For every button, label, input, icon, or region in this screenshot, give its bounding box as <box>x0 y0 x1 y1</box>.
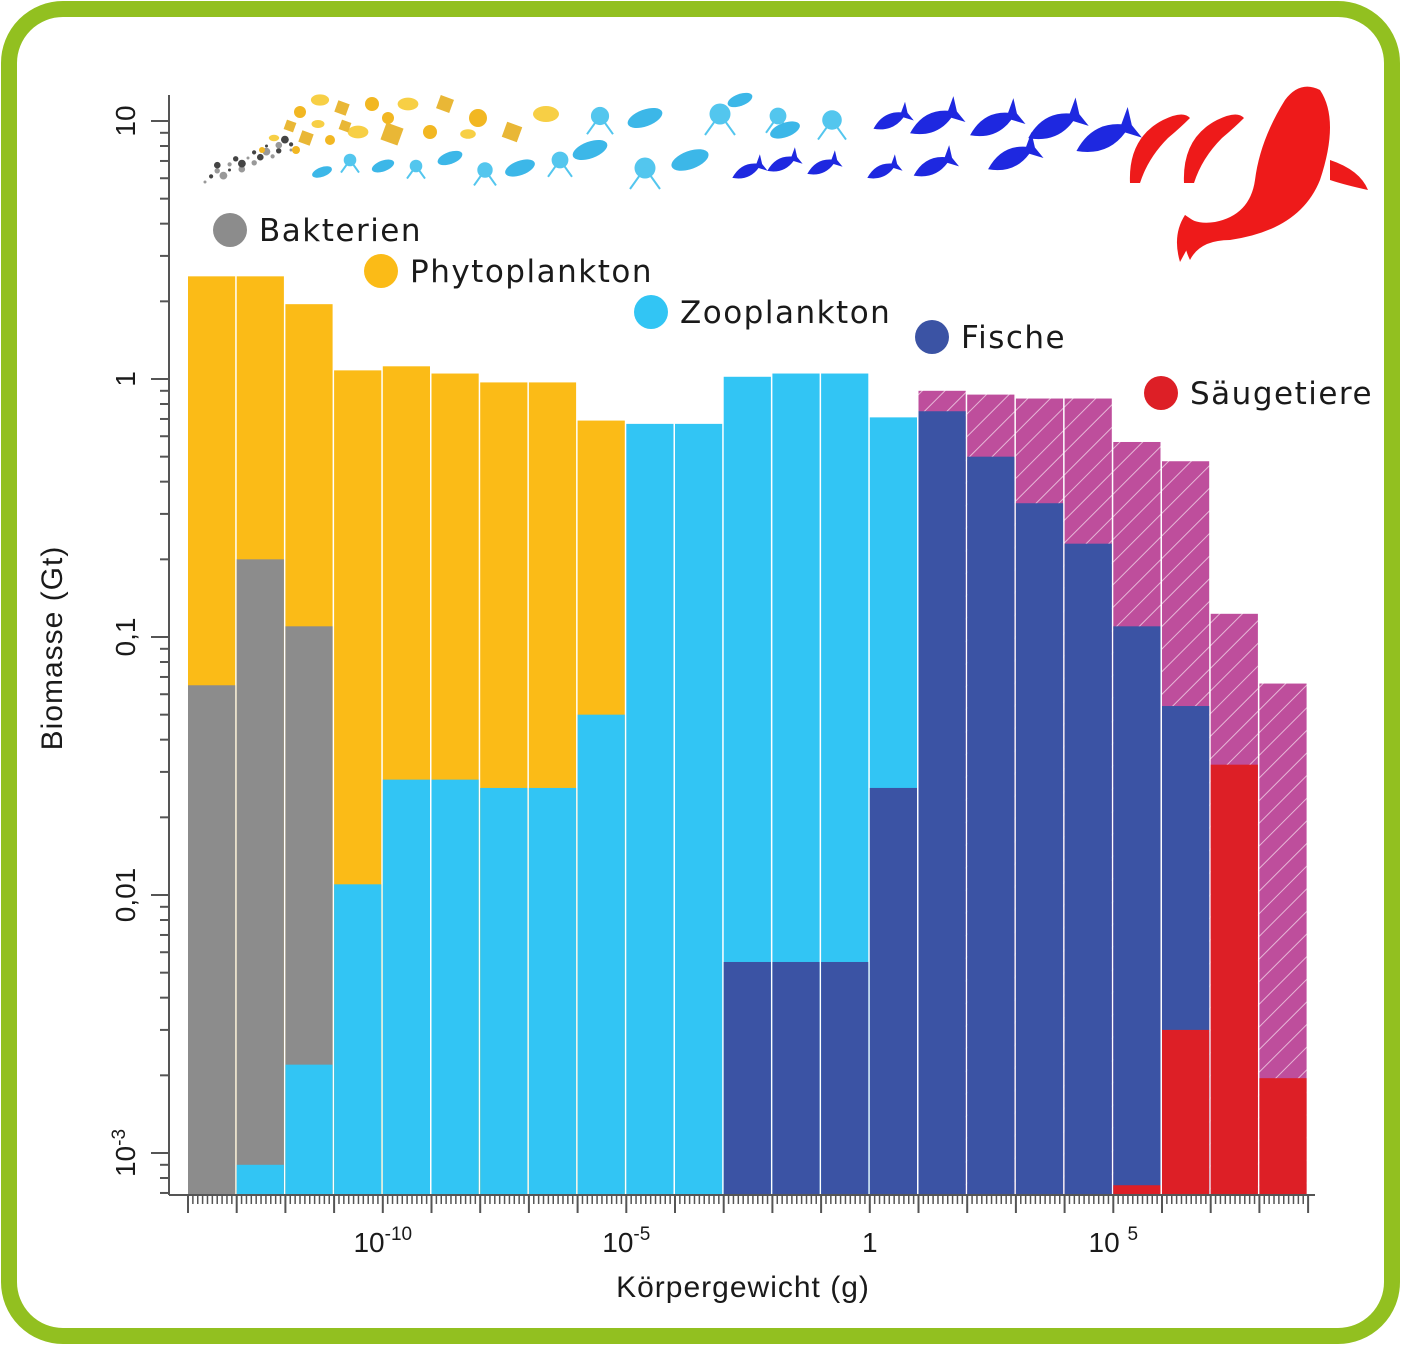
legend-item: Fische <box>915 320 1066 356</box>
histogram-bin <box>528 382 577 1195</box>
axes-layer: 10 1 0,1 0,01 10-3 10-10 10-5 1 10 5 <box>109 95 1315 1258</box>
histogram-bin <box>1113 441 1161 1196</box>
histogram-bin <box>480 382 528 1195</box>
mammals-segment <box>1259 1078 1307 1195</box>
y-tick-label: 10 <box>110 105 141 136</box>
phytoplankton-icons <box>259 94 559 154</box>
zooplankton-segment <box>236 1164 284 1195</box>
histogram-bin <box>1162 461 1210 1195</box>
fish-segment <box>772 961 820 1195</box>
histogram-bin <box>285 304 333 1195</box>
histogram-bin <box>236 276 284 1195</box>
mammals-segment <box>1162 1029 1210 1195</box>
histogram-bin <box>821 373 869 1195</box>
histogram-bin <box>1259 683 1307 1195</box>
fish-segment <box>1113 626 1161 1195</box>
histogram-bin <box>869 417 917 1195</box>
fish-segment <box>1064 543 1112 1195</box>
zooplankton-segment <box>285 1064 333 1195</box>
fish-segment <box>821 961 869 1195</box>
bars-layer <box>188 276 1307 1196</box>
zooplankton-segment <box>528 787 577 1195</box>
mammals-segment <box>1113 1185 1161 1195</box>
bacteria-icons <box>203 135 294 184</box>
fish-segment <box>723 961 771 1195</box>
x-tick-label: 10-5 <box>602 1224 650 1258</box>
x-tick-label: 10-10 <box>353 1224 412 1258</box>
histogram-bin <box>967 394 1015 1196</box>
histogram-bin <box>382 366 430 1195</box>
x-tick-label: 10 5 <box>1089 1224 1139 1258</box>
fish-segment <box>918 411 966 1195</box>
fish-segment <box>1015 503 1064 1195</box>
histogram-bin <box>772 373 820 1195</box>
zooplankton-segment <box>382 779 430 1195</box>
legend-item: Säugetiere <box>1144 376 1373 412</box>
legend-item: Zooplankton <box>634 295 891 331</box>
zooplankton-segment <box>577 714 625 1195</box>
fish-segment <box>869 787 917 1195</box>
legend: Bakterien Phytoplankton Zooplankton Fische S… <box>213 213 1373 412</box>
histogram-bin <box>1015 398 1064 1195</box>
fish-segment <box>967 456 1015 1195</box>
bacteria-segment <box>188 685 236 1195</box>
zooplankton-segment <box>334 884 382 1195</box>
legend-label: Phytoplankton <box>410 254 653 290</box>
legend-label: Bakterien <box>259 213 422 249</box>
histogram-bin <box>1064 398 1112 1195</box>
zooplankton-segment <box>626 423 674 1196</box>
whale-icon <box>1176 86 1368 262</box>
legend-item: Phytoplankton <box>364 254 653 290</box>
legend-label: Säugetiere <box>1190 376 1373 412</box>
histogram-bin <box>188 276 236 1195</box>
histogram-bin <box>918 390 966 1195</box>
histogram-bin <box>626 423 674 1196</box>
zooplankton-segment <box>480 787 528 1195</box>
y-axis-title: Biomasse (Gt) <box>36 546 69 751</box>
legend-label: Zooplankton <box>680 295 891 331</box>
histogram-bin <box>431 373 479 1195</box>
y-tick-label: 0,1 <box>110 618 141 657</box>
mammals-segment <box>1210 764 1258 1195</box>
legend-swatch <box>1144 376 1178 410</box>
legend-swatch <box>213 213 247 247</box>
zooplankton-segment <box>431 779 479 1195</box>
y-tick-label: 10-3 <box>109 1129 141 1177</box>
x-axis-title: Körpergewicht (g) <box>616 1271 870 1304</box>
legend-swatch <box>364 254 398 288</box>
zooplankton-segment <box>675 423 723 1196</box>
legend-item: Bakterien <box>213 213 422 249</box>
x-tick-label: 1 <box>862 1227 878 1258</box>
legend-label: Fische <box>961 320 1066 356</box>
dolphin-icon <box>1129 114 1244 183</box>
y-tick-label: 0,01 <box>110 868 141 923</box>
zooplankton-icons <box>312 92 847 190</box>
histogram-bin <box>675 423 723 1196</box>
legend-swatch <box>915 320 949 354</box>
y-tick-label: 1 <box>110 371 141 387</box>
histogram-bin <box>723 376 771 1196</box>
histogram-bin <box>1210 613 1258 1195</box>
fish-icons <box>732 96 1142 179</box>
bacteria-segment <box>236 559 284 1195</box>
legend-swatch <box>634 295 668 329</box>
organism-icon-strip <box>203 86 1368 262</box>
histogram-bin <box>334 370 382 1195</box>
histogram-bin <box>577 420 625 1196</box>
